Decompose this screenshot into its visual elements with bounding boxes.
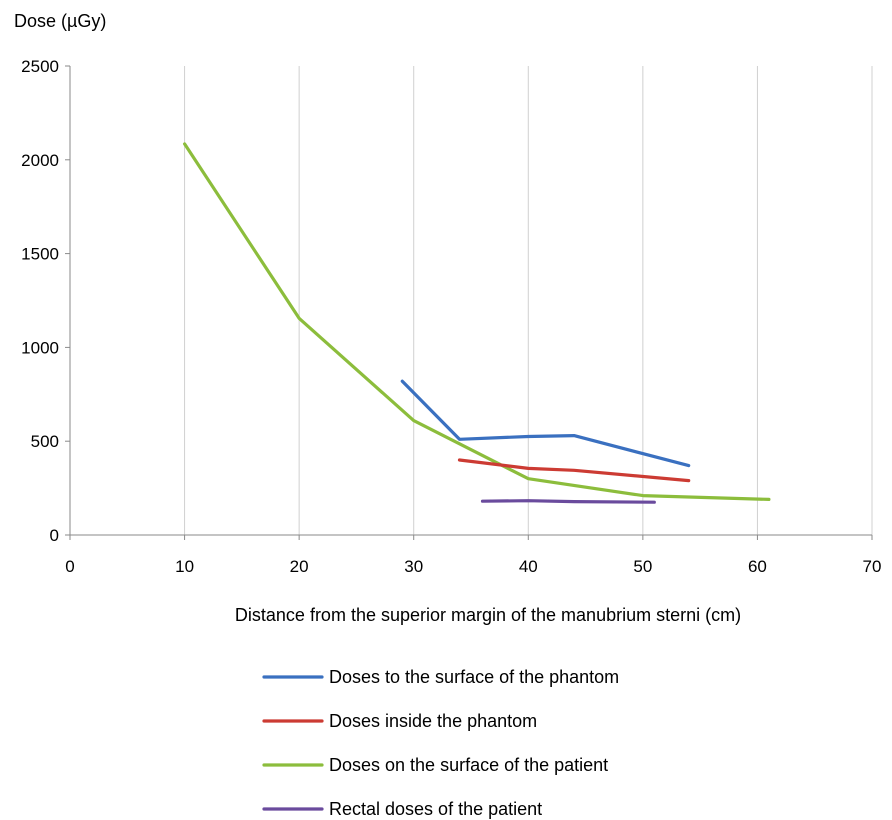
legend: Doses to the surface of the phantom Doses… xyxy=(262,667,619,819)
y-tick-label-2500: 2500 xyxy=(21,57,59,76)
series-line-3 xyxy=(183,142,771,501)
series-lines xyxy=(183,142,771,504)
legend-label-1: Doses to the surface of the phantom xyxy=(329,667,619,687)
series-line-4 xyxy=(480,499,656,504)
x-tick-label-50: 50 xyxy=(633,557,652,576)
y-tick-label-1500: 1500 xyxy=(21,245,59,264)
x-tick-labels: 0 10 20 30 40 50 60 70 xyxy=(65,535,881,576)
x-tick-label-20: 20 xyxy=(290,557,309,576)
legend-label-2: Doses inside the phantom xyxy=(329,711,537,731)
x-axis-title: Distance from the superior margin of the… xyxy=(235,605,741,625)
x-tick-label-70: 70 xyxy=(863,557,882,576)
y-tick-labels: 0 500 1000 1500 2000 2500 xyxy=(21,57,70,545)
grid-lines xyxy=(184,66,873,535)
legend-label-4: Rectal doses of the patient xyxy=(329,799,542,819)
series-line-2 xyxy=(457,458,691,483)
axes xyxy=(69,66,872,536)
y-axis-title: Dose (µGy) xyxy=(14,11,106,31)
x-tick-label-0: 0 xyxy=(65,557,74,576)
x-tick-label-10: 10 xyxy=(175,557,194,576)
x-tick-label-30: 30 xyxy=(404,557,423,576)
series-line-1 xyxy=(400,379,691,468)
x-tick-label-40: 40 xyxy=(519,557,538,576)
y-tick-label-1000: 1000 xyxy=(21,338,59,357)
y-tick-label-500: 500 xyxy=(31,432,59,451)
y-tick-label-0: 0 xyxy=(50,526,59,545)
y-tick-label-2000: 2000 xyxy=(21,151,59,170)
legend-label-3: Doses on the surface of the patient xyxy=(329,755,608,775)
x-tick-label-60: 60 xyxy=(748,557,767,576)
